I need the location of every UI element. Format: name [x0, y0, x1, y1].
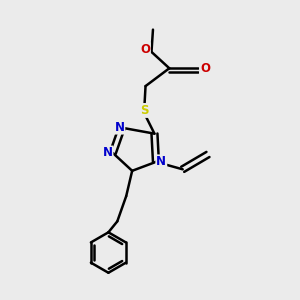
Text: S: S [140, 104, 149, 117]
Text: O: O [200, 62, 210, 75]
Text: N: N [103, 146, 112, 160]
Text: N: N [114, 121, 124, 134]
Text: O: O [140, 43, 150, 56]
Text: N: N [156, 155, 166, 168]
